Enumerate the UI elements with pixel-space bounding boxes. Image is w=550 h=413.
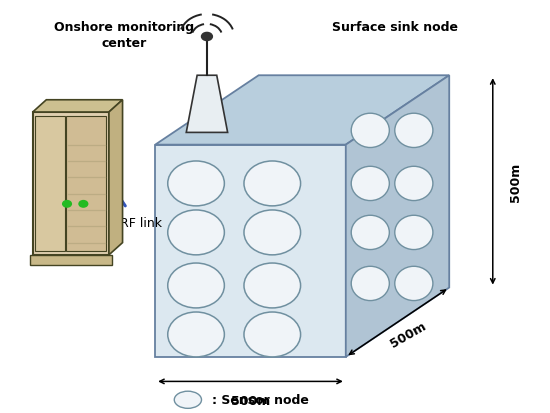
Text: 500m: 500m [231,394,270,407]
Polygon shape [346,76,449,357]
Ellipse shape [244,312,301,357]
Polygon shape [155,76,449,145]
Ellipse shape [395,267,433,301]
Ellipse shape [351,167,389,201]
Text: RF link: RF link [120,216,162,229]
Text: 500m: 500m [388,319,428,350]
Ellipse shape [244,263,301,308]
Ellipse shape [395,216,433,250]
Ellipse shape [351,267,389,301]
Polygon shape [30,255,112,266]
Circle shape [201,33,212,41]
Ellipse shape [168,161,224,206]
Ellipse shape [244,211,301,255]
Text: 500m: 500m [509,162,522,202]
Polygon shape [155,145,346,357]
Polygon shape [67,117,106,251]
Polygon shape [32,100,123,113]
Ellipse shape [168,312,224,357]
Polygon shape [35,117,65,251]
Circle shape [63,201,72,208]
Ellipse shape [395,167,433,201]
Polygon shape [186,76,228,133]
Ellipse shape [351,114,389,148]
Ellipse shape [174,391,201,408]
Text: Surface sink node: Surface sink node [332,21,458,34]
Ellipse shape [168,263,224,308]
Ellipse shape [244,161,301,206]
Ellipse shape [168,211,224,255]
Text: : Sensor node: : Sensor node [212,393,309,406]
Circle shape [79,201,87,208]
Ellipse shape [395,114,433,148]
Ellipse shape [351,216,389,250]
Polygon shape [32,113,109,255]
Polygon shape [109,100,123,255]
Text: Onshore monitoring
center: Onshore monitoring center [54,21,195,50]
